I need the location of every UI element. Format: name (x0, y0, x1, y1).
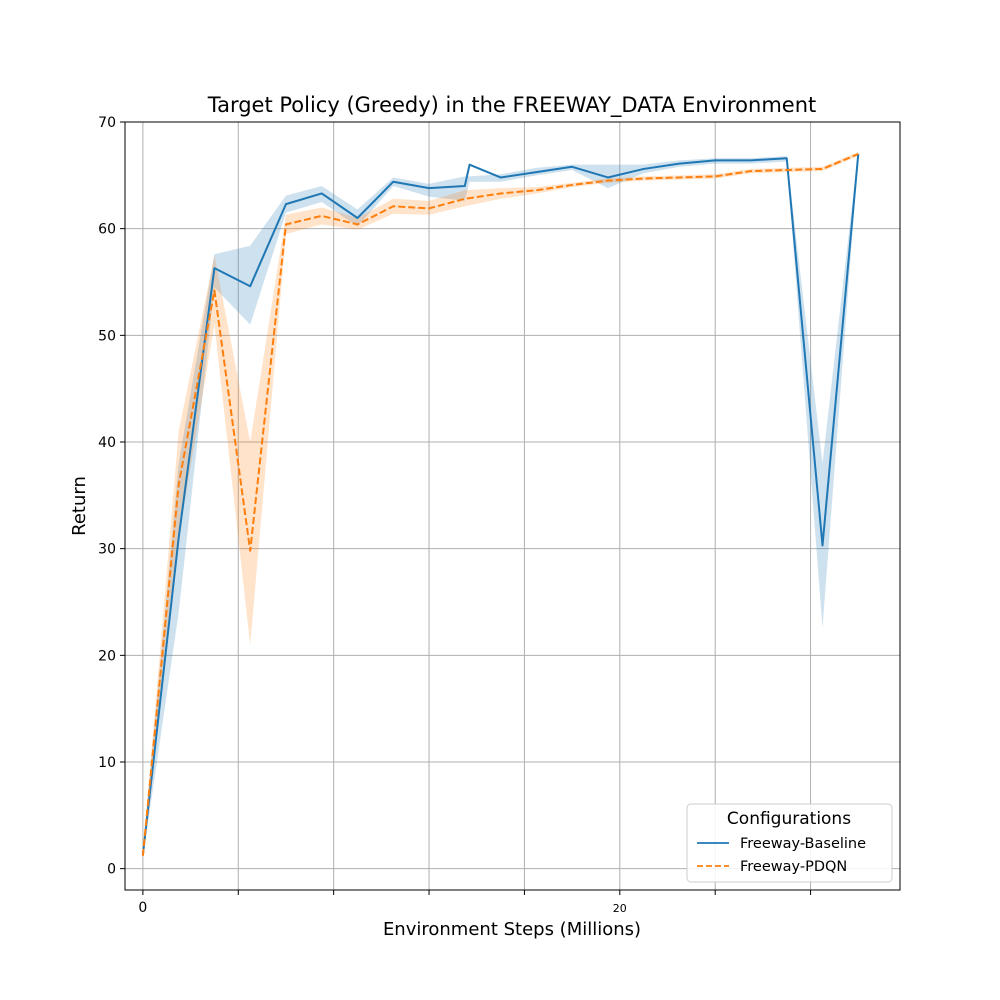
grid (125, 121, 900, 890)
y-tick-label: 60 (98, 222, 116, 238)
legend-title: Configurations (727, 809, 851, 829)
y-axis: 0 10 20 30 40 50 60 70 (98, 115, 125, 878)
y-tick-label: 70 (98, 115, 116, 131)
series-lines (141, 153, 860, 856)
y-tick-label: 50 (98, 328, 116, 344)
legend: Configurations Freeway-Baseline Freeway-… (686, 803, 893, 883)
y-tick-label: 20 (98, 648, 116, 664)
legend-box (686, 803, 893, 883)
plot-frame (124, 121, 901, 891)
legend-label-pdqn: Freeway-PDQN (740, 859, 847, 875)
legend-label-baseline: Freeway-Baseline (740, 836, 866, 852)
y-tick-label: 10 (98, 755, 116, 771)
y-tick-label: 0 (107, 862, 116, 878)
y-tick-label: 30 (98, 542, 116, 558)
x-tick-label: 20 (613, 902, 627, 915)
y-tick-label: 40 (98, 435, 116, 451)
series-line-baseline (141, 153, 860, 855)
x-axis-label: Environment Steps (Millions) (383, 919, 641, 940)
series-line-pdqn (141, 153, 859, 856)
y-axis-label: Return (69, 476, 90, 536)
x-tick-label: 0 (138, 900, 147, 916)
chart-title: Target Policy (Greedy) in the FREEWAY_DA… (207, 93, 817, 118)
x-axis: 0 20 (138, 890, 812, 916)
